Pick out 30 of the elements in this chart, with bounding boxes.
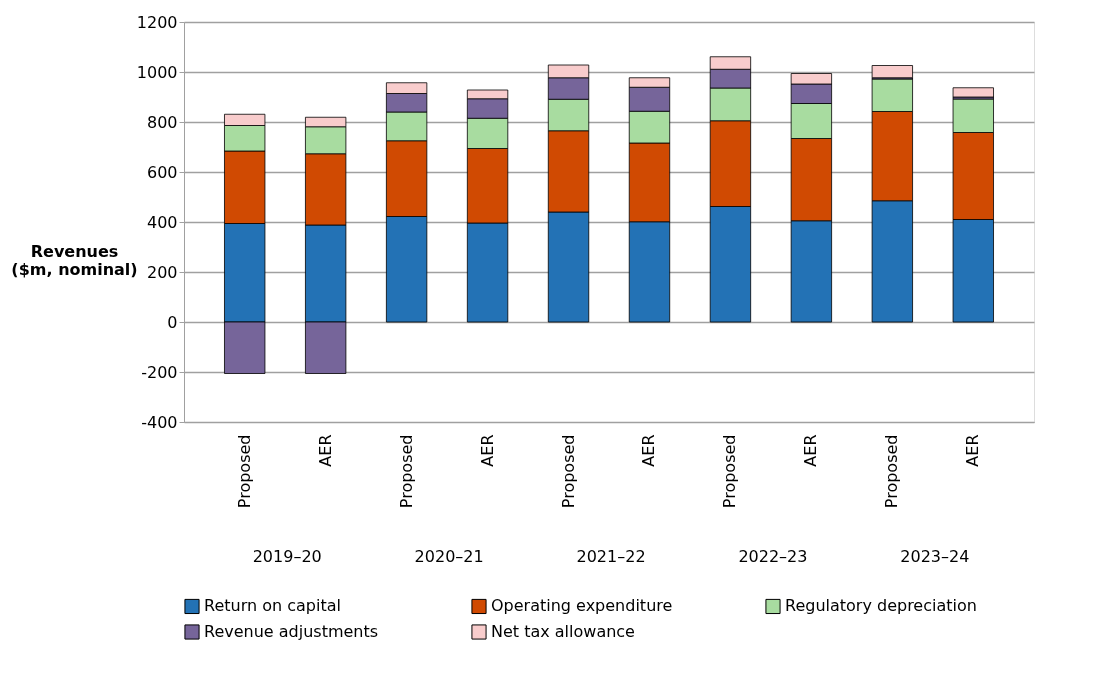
y-tick-label: 0 [167, 312, 178, 332]
text: 2020–21 [414, 547, 484, 566]
y-tick-label: 400 [146, 212, 178, 232]
x-tick-label: Proposed [396, 434, 416, 509]
y-tick-label: -200 [141, 362, 178, 382]
y-tick-label: -400 [141, 412, 178, 432]
x-tick-label: AER [639, 434, 659, 467]
legend-label: Regulatory depreciation [785, 596, 977, 616]
legend-label: Operating expenditure [491, 596, 673, 616]
text: 2022–23 [738, 547, 808, 566]
x-tick-label: Proposed [558, 434, 578, 509]
text: 2023–24 [900, 547, 970, 566]
y-tick-label: 600 [146, 162, 178, 182]
y-tick-label: 800 [146, 112, 178, 132]
x-tick-label: Proposed [882, 434, 902, 509]
y-tick-label: 1200 [136, 12, 178, 32]
text: 2019–20 [252, 547, 322, 566]
x-tick-label: AER [477, 434, 497, 467]
x-tick-label: AER [801, 434, 821, 467]
x-tick-label: AER [315, 434, 335, 467]
y-tick-label: 1000 [136, 62, 178, 82]
text: 2021–22 [576, 547, 646, 566]
x-tick-label: Proposed [234, 434, 254, 509]
x-tick-label: Proposed [720, 434, 740, 509]
y-tick-label: 200 [146, 262, 178, 282]
legend-label: Revenue adjustments [204, 622, 379, 641]
y-axis-title: Revenues ($m, nominal) [11, 242, 138, 279]
legend-label: Return on capital [204, 596, 341, 616]
legend-label: Net tax allowance [491, 622, 635, 641]
x-tick-label: AER [963, 434, 983, 467]
